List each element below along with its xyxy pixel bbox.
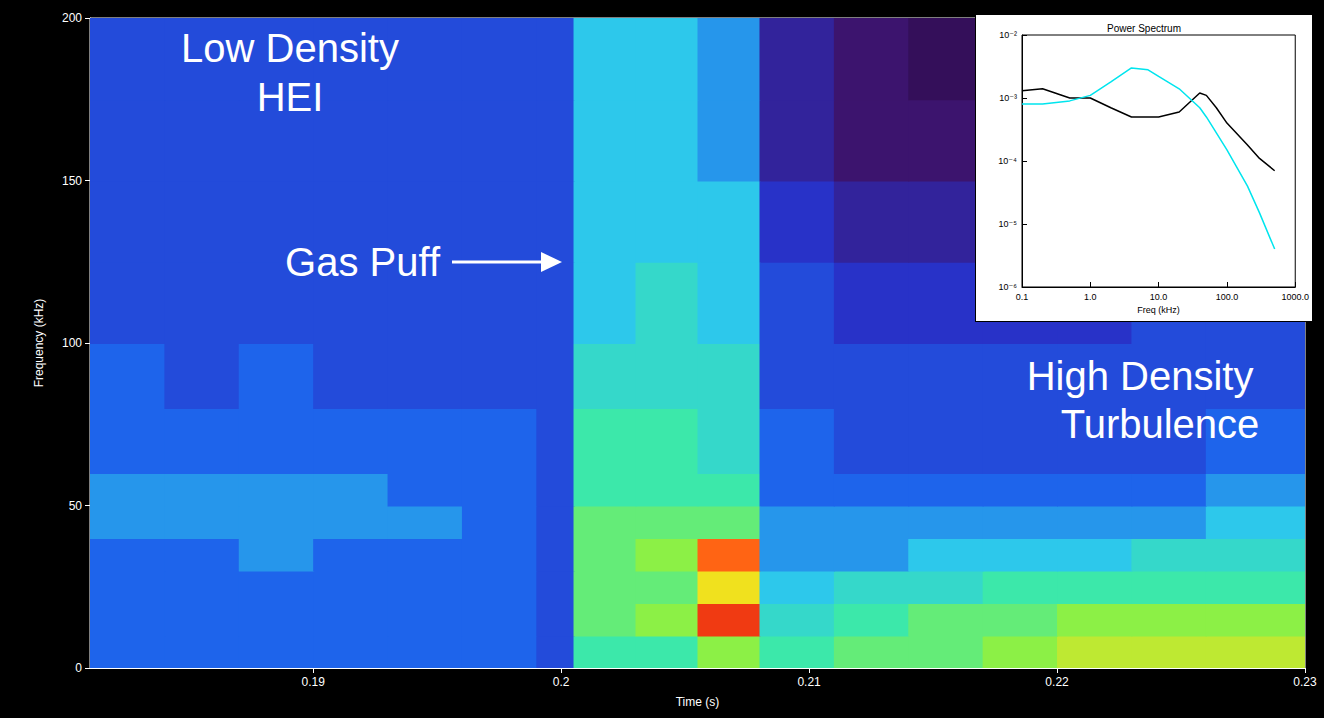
- svg-text:1.0: 1.0: [1084, 292, 1097, 302]
- svg-text:0.21: 0.21: [797, 675, 821, 689]
- svg-text:150: 150: [62, 174, 82, 188]
- svg-text:200: 200: [62, 11, 82, 25]
- svg-text:Time (s): Time (s): [676, 695, 720, 709]
- svg-text:0.22: 0.22: [1045, 675, 1069, 689]
- svg-text:10⁻³: 10⁻³: [999, 93, 1017, 103]
- svg-text:High Density: High Density: [1027, 354, 1254, 398]
- svg-text:Turbulence: Turbulence: [1061, 402, 1260, 446]
- svg-text:1000.0: 1000.0: [1281, 292, 1309, 302]
- svg-text:10⁻⁴: 10⁻⁴: [998, 156, 1017, 166]
- svg-text:Power Spectrum: Power Spectrum: [1107, 23, 1181, 34]
- svg-text:100.0: 100.0: [1216, 292, 1239, 302]
- svg-text:10.0: 10.0: [1150, 292, 1168, 302]
- svg-text:50: 50: [69, 499, 83, 513]
- svg-text:0.2: 0.2: [553, 675, 570, 689]
- svg-text:Frequency (kHz): Frequency (kHz): [32, 299, 46, 388]
- svg-text:0.1: 0.1: [1016, 292, 1029, 302]
- svg-text:Freq (kHz): Freq (kHz): [1137, 305, 1180, 315]
- svg-text:10⁻⁵: 10⁻⁵: [999, 219, 1018, 229]
- svg-text:Low Density: Low Density: [181, 26, 399, 70]
- svg-text:0: 0: [75, 661, 82, 675]
- svg-text:0.23: 0.23: [1293, 675, 1317, 689]
- svg-text:Gas Puff: Gas Puff: [285, 240, 441, 284]
- svg-text:100: 100: [62, 336, 82, 350]
- svg-text:HEI: HEI: [257, 75, 324, 119]
- svg-text:10⁻⁶: 10⁻⁶: [999, 282, 1018, 292]
- svg-text:10⁻²: 10⁻²: [999, 30, 1017, 40]
- svg-text:0.19: 0.19: [301, 675, 325, 689]
